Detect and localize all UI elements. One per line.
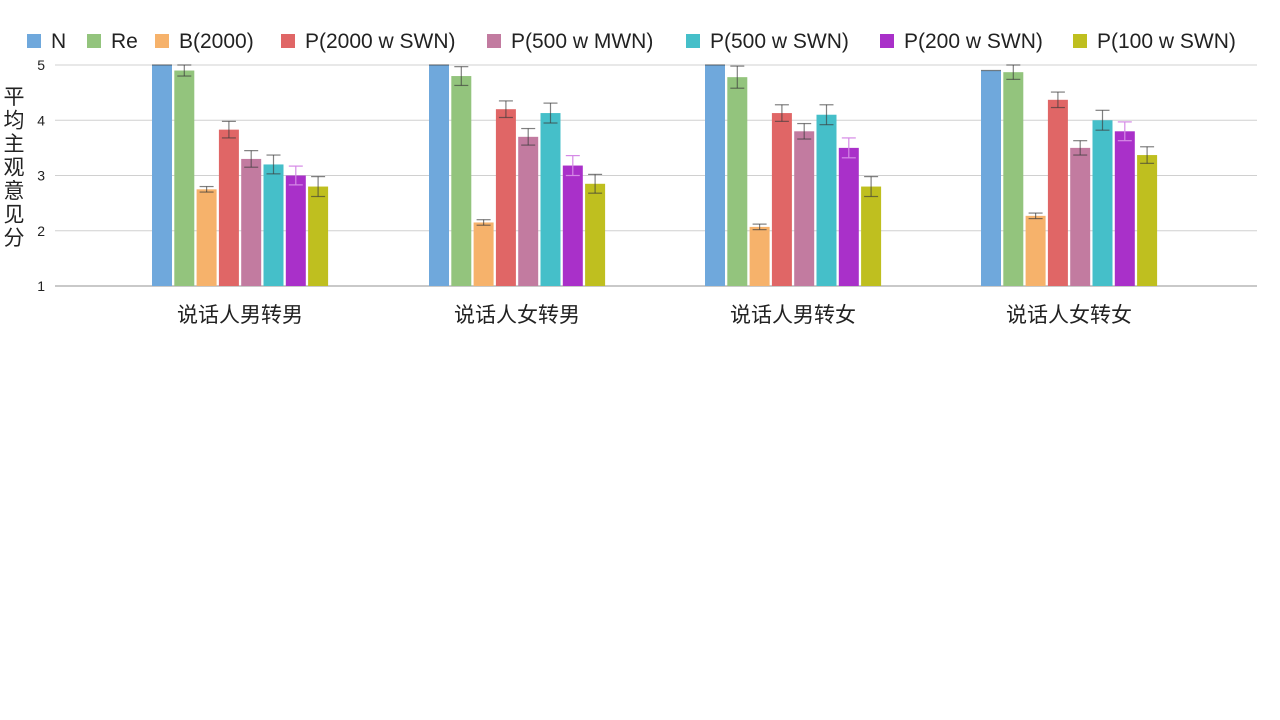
bar — [749, 226, 770, 286]
bar — [218, 129, 239, 286]
legend-label: P(500 w MWN) — [511, 30, 653, 53]
legend-label: Re — [111, 30, 138, 53]
legend-swatch — [281, 34, 295, 48]
legend-swatch — [686, 34, 700, 48]
x-category-label: 说话人男转女 — [730, 303, 856, 327]
legend-item: P(2000 w SWN) — [281, 30, 456, 53]
legend-item: Re — [87, 30, 138, 53]
bar — [518, 136, 539, 286]
bar — [174, 70, 195, 287]
bar — [1092, 120, 1113, 286]
bar — [540, 113, 561, 286]
x-category-label: 说话人女转男 — [454, 303, 580, 327]
y-axis-ticks: 1 2 3 4 5 — [37, 57, 45, 294]
bar — [241, 158, 262, 286]
x-axis-category-labels: 说话人男转男 说话人女转男 说话人男转女 说话人女转女 — [177, 303, 1132, 327]
legend-label: P(2000 w SWN) — [305, 30, 456, 53]
legend-label: P(500 w SWN) — [710, 30, 849, 53]
legend-swatch — [1073, 34, 1087, 48]
legend-item: P(200 w SWN) — [880, 30, 1043, 53]
y-tick-label: 5 — [37, 57, 45, 73]
bar — [861, 186, 882, 286]
bar — [152, 65, 172, 286]
bar — [263, 164, 284, 286]
legend-label: P(200 w SWN) — [904, 30, 1043, 53]
bar — [196, 189, 217, 286]
legend-item: P(500 w MWN) — [487, 30, 653, 53]
legend-swatch — [87, 34, 101, 48]
bar — [451, 76, 472, 286]
bar — [794, 131, 815, 286]
bar — [771, 113, 792, 286]
bar — [816, 114, 837, 286]
y-axis-label: 平均主观意见分 — [4, 85, 25, 250]
legend-swatch — [27, 34, 41, 48]
bar — [1025, 215, 1046, 286]
legend-item: B(2000) — [155, 30, 254, 53]
bar — [473, 222, 494, 286]
y-tick-label: 1 — [37, 278, 45, 294]
bar — [1137, 155, 1158, 286]
legend-item: P(500 w SWN) — [686, 30, 849, 53]
legend-label: B(2000) — [179, 30, 254, 53]
bar — [1070, 147, 1091, 286]
legend-swatch — [155, 34, 169, 48]
bar — [429, 65, 449, 286]
bar — [1047, 99, 1068, 287]
bars — [152, 64, 1158, 287]
bar — [838, 147, 859, 286]
bar-chart: N Re B(2000) P(2000 w SWN) P(500 w MWN) P(500… — [4, 30, 1257, 327]
bar — [308, 186, 329, 286]
y-tick-label: 4 — [37, 112, 45, 128]
legend-label: P(100 w SWN) — [1097, 30, 1236, 53]
legend-swatch — [487, 34, 501, 48]
bar — [705, 65, 725, 286]
bar — [1114, 131, 1135, 286]
x-category-label: 说话人女转女 — [1006, 303, 1132, 327]
legend-label: N — [51, 30, 66, 53]
y-tick-label: 3 — [37, 168, 45, 184]
bar — [585, 183, 606, 286]
bar — [1003, 72, 1024, 287]
legend: N Re B(2000) P(2000 w SWN) P(500 w MWN) P(500… — [27, 30, 1236, 53]
legend-swatch — [880, 34, 894, 48]
bar — [285, 175, 306, 286]
bar — [981, 70, 1001, 287]
bar — [495, 109, 516, 286]
legend-item: N — [27, 30, 66, 53]
x-category-label: 说话人男转男 — [177, 303, 303, 327]
legend-item: P(100 w SWN) — [1073, 30, 1236, 53]
bar — [727, 77, 748, 286]
bar — [562, 165, 583, 286]
y-tick-label: 2 — [37, 223, 45, 239]
